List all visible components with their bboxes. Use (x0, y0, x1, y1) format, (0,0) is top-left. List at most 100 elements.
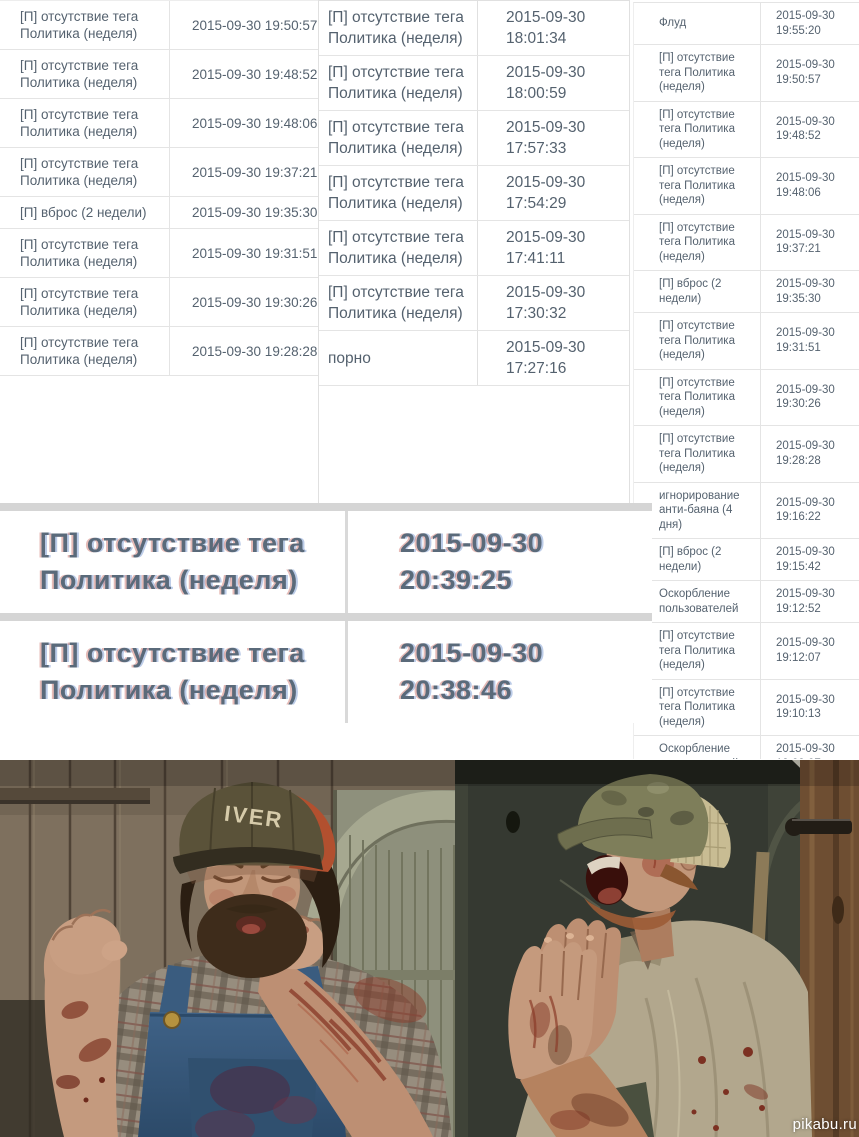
ban-row: [П] отсутствие тега Политика (неделя) 20… (319, 56, 629, 111)
ban-timestamp: 2015-09-30 19:31:51 (192, 245, 318, 261)
ban-timestamp: 2015-09-30 19:28:28 (192, 343, 318, 359)
ban-reason: [П] отсутствие тега Политика (неделя) (319, 221, 478, 275)
ban-row: [П] отсутствие тега Политика (неделя) 20… (0, 229, 318, 278)
ban-row: [П] отсутствие тега Политика (неделя) 20… (634, 214, 859, 271)
ban-reason: [П] отсутствие тега Политика (неделя) (634, 158, 761, 214)
ban-timestamp: 2015-09-30 18:01:34 (506, 9, 586, 47)
cap-brim (173, 846, 323, 874)
ban-table-right: Флуд 2015-09-30 19:55:20 [П] отсутствие … (633, 2, 859, 759)
left-man: IVER (43, 782, 452, 1137)
ban-reason: [П] отсутствие тега Политика (неделя) (634, 623, 761, 679)
ban-timestamp: 2015-09-30 19:10:13 (776, 693, 835, 721)
ban-row: [П] отсутствие тега Политика (неделя) 20… (319, 221, 629, 276)
ban-row: [П] отсутствие тега Политика (неделя) 20… (634, 45, 859, 102)
ban-reason: [П] отсутствие тега Политика (неделя) (634, 679, 761, 735)
ban-timestamp: 2015-09-30 19:28:28 (776, 440, 835, 467)
ban-timestamp: 2015-09-30 17:57:33 (506, 119, 586, 157)
screaming-mouth (585, 855, 629, 905)
movie-still-photo: IVER (0, 760, 859, 1137)
ban-row: [П] отсутствие тега Политика (неделя) 20… (634, 313, 859, 370)
ban-row: Флуд 2015-09-30 19:55:20 (634, 3, 859, 45)
ban-reason: [П] отсутствие тега Политика (неделя) (0, 148, 170, 196)
ban-timestamp: 2015-09-30 19:12:52 (776, 588, 835, 615)
ban-reason: [П] отсутствие тега Политика (неделя) (0, 278, 170, 326)
ban-row-zoomed-wrap: [П] отсутствие тега Политика (неделя) 20… (0, 613, 652, 723)
ban-row: Оскорбление пользователей 2015-09-30 19:… (634, 581, 859, 623)
trucker-cap: IVER (173, 782, 336, 884)
ban-row: [П] отсутствие тега Политика (неделя) 20… (0, 99, 318, 148)
ban-row: Оскорбление пользователей 2015-09-30 19:… (634, 736, 859, 759)
ban-reason: [П] отсутствие тега Политика (неделя) (634, 313, 761, 369)
ban-row: [П] отсутствие тега Политика (неделя) 20… (0, 278, 318, 327)
ban-reason: [П] отсутствие тега Политика (неделя) (0, 1, 170, 49)
ban-timestamp: 2015-09-30 19:16:22 (776, 496, 835, 524)
ban-timestamp: 2015-09-30 19:12:07 (776, 637, 835, 664)
ban-timestamp: 2015-09-30 19:48:52 (776, 115, 835, 143)
separator-band (0, 613, 652, 621)
ban-row: [П] отсутствие тега Политика (неделя) 20… (634, 679, 859, 736)
ban-reason: [П] отсутствие тега Политика (неделя) (634, 101, 761, 157)
ban-timestamp: 2015-09-30 18:00:59 (506, 64, 586, 102)
ban-row: [П] отсутствие тега Политика (неделя) 20… (0, 148, 318, 197)
ban-timestamp: 2015-09-30 19:55:20 (776, 10, 835, 37)
ban-reason: [П] отсутствие тега Политика (неделя) (40, 638, 305, 705)
ban-row: [П] вброс (2 недели) 2015-09-30 19:35:30 (634, 271, 859, 313)
ban-table-left: [П] отсутствие тега Политика (неделя) 20… (0, 0, 318, 503)
movie-still-illustration: IVER (0, 760, 859, 1137)
ban-reason: [П] вброс (2 недели) (0, 197, 170, 228)
ban-timestamp: 2015-09-30 19:30:26 (776, 383, 835, 411)
ban-row: [П] отсутствие тега Политика (неделя) 20… (319, 166, 629, 221)
site-watermark: pikabu.ru (792, 1116, 857, 1133)
ban-timestamp: 2015-09-30 19:35:30 (192, 205, 318, 220)
ban-row: порно 2015-09-30 17:27:16 (319, 331, 629, 386)
door-hinge (785, 818, 852, 836)
ban-row-zoomed-wrap: [П] отсутствие тега Политика (неделя) 20… (0, 503, 652, 613)
separator-band (0, 503, 652, 511)
ban-row: [П] отсутствие тега Политика (неделя) 20… (319, 111, 629, 166)
ban-reason: [П] отсутствие тега Политика (неделя) (319, 1, 478, 55)
ban-reason: [П] отсутствие тега Политика (неделя) (319, 166, 478, 220)
ban-timestamp: 2015-09-30 20:39:25 (345, 511, 652, 613)
ban-reason: [П] вброс (2 недели) (634, 271, 761, 312)
ban-timestamp: 2015-09-30 19:09:07 (776, 743, 835, 759)
ban-table-zoomed: [П] отсутствие тега Политика (неделя) 20… (0, 503, 652, 723)
ban-reason: [П] отсутствие тега Политика (неделя) (319, 111, 478, 165)
ban-row: [П] отсутствие тега Политика (неделя) 20… (0, 50, 318, 99)
ban-row: [П] отсутствие тега Политика (неделя) 20… (634, 426, 859, 483)
right-man (508, 774, 812, 1137)
ban-row: [П] отсутствие тега Политика (неделя) 20… (0, 327, 318, 376)
ban-reason: [П] отсутствие тега Политика (неделя) (0, 99, 170, 147)
ban-reason: [П] отсутствие тега Политика (неделя) (0, 50, 170, 98)
ban-timestamp: 2015-09-30 17:30:32 (506, 284, 586, 322)
ban-row: [П] отсутствие тега Политика (неделя) 20… (319, 276, 629, 331)
ban-reason: [П] отсутствие тега Политика (неделя) (634, 45, 761, 101)
ban-timestamp: 2015-09-30 17:54:29 (506, 174, 586, 212)
ban-timestamp: 2015-09-30 19:37:21 (192, 164, 318, 180)
camo-cap (557, 774, 731, 890)
ban-timestamp: 2015-09-30 19:31:51 (776, 327, 835, 354)
ban-timestamp: 2015-09-30 19:35:30 (776, 278, 835, 305)
ban-reason: Флуд (634, 3, 761, 44)
ban-timestamp: 2015-09-30 19:15:42 (776, 546, 835, 573)
ban-reason: [П] вброс (2 недели) (634, 539, 761, 580)
ban-reason: [П] отсутствие тега Политика (неделя) (0, 229, 170, 277)
ban-row: [П] вброс (2 недели) 2015-09-30 19:15:42 (634, 539, 859, 581)
ban-reason: [П] отсутствие тега Политика (неделя) (0, 327, 170, 375)
ban-reason: Оскорбление пользователей (634, 736, 761, 759)
ban-timestamp: 2015-09-30 19:48:52 (192, 66, 318, 82)
ban-row-zoomed: [П] отсутствие тега Политика (неделя) 20… (0, 511, 652, 613)
ban-table-middle: [П] отсутствие тега Политика (неделя) 20… (318, 0, 630, 503)
ban-reason: игнорирование анти-баяна (4 дня) (634, 482, 761, 538)
cap-brim (557, 817, 653, 851)
ban-timestamp: 2015-09-30 19:50:57 (192, 17, 318, 33)
ban-row: [П] отсутствие тега Политика (неделя) 20… (0, 1, 318, 50)
left-arm-fist (43, 908, 128, 1137)
ban-reason: [П] отсутствие тега Политика (неделя) (634, 214, 761, 270)
ban-timestamp: 2015-09-30 19:30:26 (192, 294, 318, 310)
beard (197, 894, 307, 978)
ginger-stubble (584, 898, 676, 930)
ban-reason: [П] отсутствие тега Политика (неделя) (40, 528, 305, 595)
ban-row: [П] отсутствие тега Политика (неделя) 20… (634, 369, 859, 426)
ban-row-zoomed: [П] отсутствие тега Политика (неделя) 20… (0, 621, 652, 723)
ban-row: [П] вброс (2 недели) 2015-09-30 19:35:30 (0, 197, 318, 229)
